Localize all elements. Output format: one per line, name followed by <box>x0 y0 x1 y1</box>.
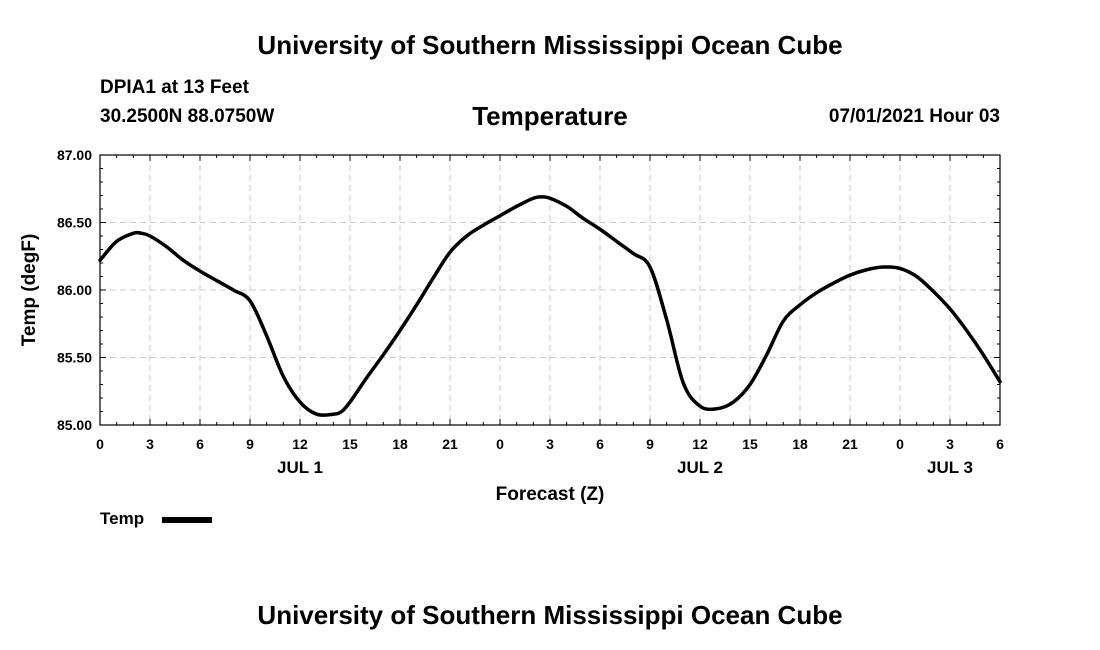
x-tick-label: 21 <box>842 436 858 452</box>
grid <box>100 155 1000 425</box>
run-time: 07/01/2021 Hour 03 <box>828 106 1000 127</box>
day-label: JUL 2 <box>677 458 723 477</box>
x-tick-label: 12 <box>292 436 308 452</box>
chart-title: Temperature <box>472 101 628 131</box>
footer-title: University of Southern Mississippi Ocean… <box>257 600 843 630</box>
x-tick-label: 3 <box>546 436 554 452</box>
x-tick-label: 9 <box>646 436 654 452</box>
series-line-temp <box>98 195 1002 417</box>
header-title: University of Southern Mississippi Ocean… <box>257 30 843 60</box>
x-tick-label: 6 <box>596 436 604 452</box>
x-tick-label: 18 <box>792 436 808 452</box>
station-coordinates: 30.2500N 88.0750W <box>100 106 275 127</box>
y-tick-label: 86.50 <box>57 215 92 231</box>
x-tick-label: 9 <box>246 436 254 452</box>
x-tick-label: 6 <box>196 436 204 452</box>
series-layer <box>98 195 1002 417</box>
x-tick-label: 18 <box>392 436 408 452</box>
x-tick-label: 3 <box>146 436 154 452</box>
x-axis-label: Forecast (Z) <box>496 484 605 505</box>
x-tick-label: 6 <box>996 436 1004 452</box>
x-tick-label: 0 <box>896 436 904 452</box>
y-tick-label: 85.00 <box>57 417 92 433</box>
y-axis-label: Temp (degF) <box>19 234 40 347</box>
x-tick-label: 15 <box>342 436 358 452</box>
x-tick-label: 0 <box>96 436 104 452</box>
plot-frame <box>99 154 1001 426</box>
legend-label: Temp <box>100 509 145 528</box>
y-tick-label: 86.00 <box>57 282 92 298</box>
x-tick-label: 3 <box>946 436 954 452</box>
station-name: DPIA1 at 13 Feet <box>100 77 249 98</box>
x-tick-label: 0 <box>496 436 504 452</box>
axes: 0 3 6 9 12 15 18 21 0 3 6 9 12 15 18 21 0 3 6 85.00 85.50 86.… <box>57 147 1004 477</box>
day-label: JUL 3 <box>927 458 973 477</box>
x-tick-label: 21 <box>442 436 458 452</box>
legend-swatch <box>162 517 212 523</box>
y-tick-label: 85.50 <box>57 350 92 366</box>
day-label: JUL 1 <box>277 458 323 477</box>
y-tick-label: 87.00 <box>57 147 92 163</box>
x-tick-label: 15 <box>742 436 758 452</box>
x-tick-label: 12 <box>692 436 708 452</box>
